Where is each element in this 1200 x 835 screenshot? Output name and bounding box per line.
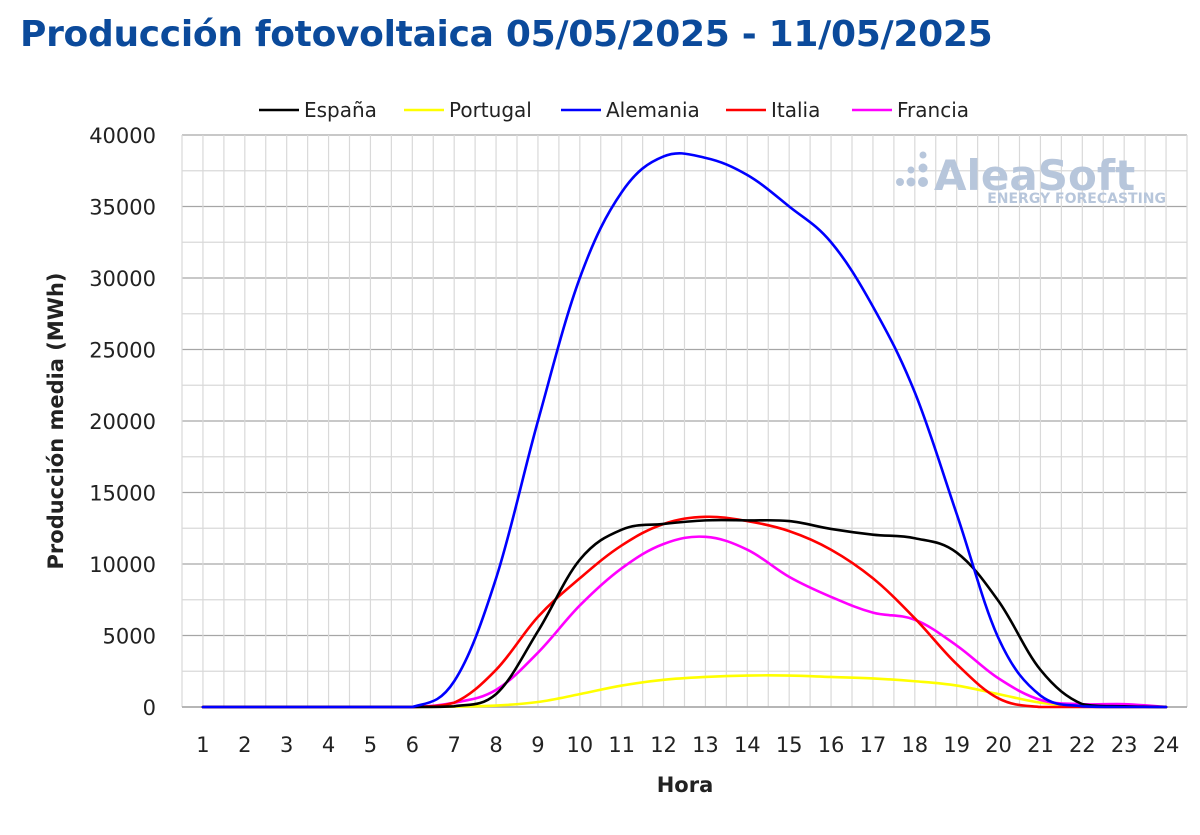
x-tick-label: 12 (650, 733, 677, 757)
series-line-alemania (201, 152, 1168, 709)
y-tick-label: 40000 (89, 124, 156, 148)
x-tick-label: 9 (531, 733, 544, 757)
legend: España Portugal Alemania Italia Francia (259, 98, 969, 122)
chart-title: Producción fotovoltaica 05/05/2025 - 11/… (20, 14, 993, 55)
legend-label-italia: Italia (771, 98, 820, 122)
x-axis-title: Hora (657, 773, 714, 797)
x-tick-label: 1 (196, 733, 209, 757)
x-tick-label: 24 (1153, 733, 1180, 757)
x-tick-label: 8 (489, 733, 502, 757)
legend-label-portugal: Portugal (449, 98, 532, 122)
legend-label-espana: España (304, 98, 377, 122)
x-tick-label: 10 (566, 733, 593, 757)
watermark-dot (896, 178, 904, 186)
y-tick-label: 10000 (89, 553, 156, 577)
x-tick-label: 20 (985, 733, 1012, 757)
x-tick-label: 5 (364, 733, 377, 757)
x-tick-label: 19 (943, 733, 970, 757)
watermark-dot (919, 151, 927, 159)
x-tick-label: 21 (1027, 733, 1054, 757)
x-tick-label: 23 (1111, 733, 1138, 757)
grid (181, 134, 1188, 708)
y-tick-label: 25000 (89, 339, 156, 363)
x-tick-labels: 1 2 3 4 5 6 7 8 9 10 11 12 13 14 15 16 17 18 19 20 21 22 23 24 (196, 733, 1179, 757)
y-tick-label: 30000 (89, 267, 156, 291)
x-tick-label: 2 (238, 733, 251, 757)
x-tick-label: 16 (818, 733, 845, 757)
y-tick-label: 0 (143, 696, 156, 720)
x-tick-label: 18 (901, 733, 928, 757)
watermark-sub-text: ENERGY FORECASTING (987, 191, 1166, 207)
watermark-dot (907, 166, 915, 174)
x-tick-label: 3 (280, 733, 293, 757)
x-tick-label: 14 (734, 733, 761, 757)
x-tick-label: 13 (692, 733, 719, 757)
watermark-dot (918, 177, 928, 187)
series-lines (201, 152, 1168, 709)
x-tick-label: 17 (860, 733, 887, 757)
watermark-dot (906, 177, 916, 187)
x-tick-label: 15 (776, 733, 803, 757)
y-tick-label: 20000 (89, 410, 156, 434)
x-tick-label: 7 (448, 733, 461, 757)
legend-label-francia: Francia (897, 98, 969, 122)
watermark-main-text: AleaSoft (934, 151, 1135, 200)
y-tick-labels: 0 5000 10000 15000 20000 25000 30000 35000 40000 (89, 124, 156, 720)
y-tick-label: 5000 (103, 625, 156, 649)
y-tick-label: 35000 (89, 196, 156, 220)
watermark-dot (918, 163, 928, 173)
x-tick-label: 4 (322, 733, 335, 757)
y-tick-label: 15000 (89, 482, 156, 506)
x-tick-label: 11 (608, 733, 635, 757)
y-axis-title: Producción media (MWh) (44, 273, 68, 570)
legend-label-alemania: Alemania (606, 98, 700, 122)
aleasoft-watermark: AleaSoft ENERGY FORECASTING (896, 151, 1166, 207)
x-tick-label: 6 (406, 733, 419, 757)
x-tick-label: 22 (1069, 733, 1096, 757)
